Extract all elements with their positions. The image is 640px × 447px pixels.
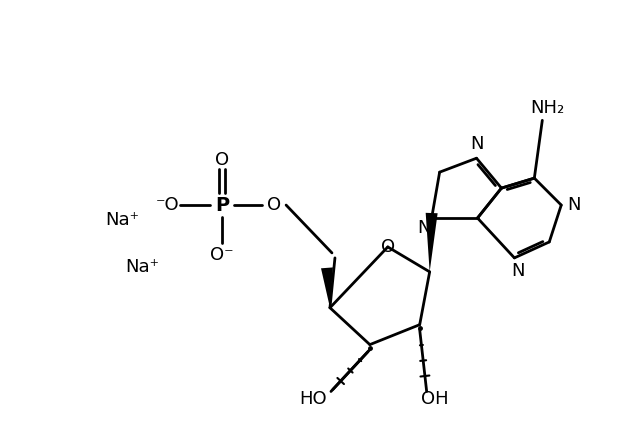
Text: N: N <box>511 262 525 280</box>
Polygon shape <box>426 213 438 272</box>
Text: OH: OH <box>421 390 449 409</box>
Text: ⁻O: ⁻O <box>156 196 179 214</box>
Polygon shape <box>321 267 333 308</box>
Text: NH₂: NH₂ <box>530 99 564 118</box>
Text: Na⁺: Na⁺ <box>125 258 159 276</box>
Text: O: O <box>215 151 229 169</box>
Text: N: N <box>568 196 581 214</box>
Text: HO: HO <box>300 390 327 409</box>
Text: O: O <box>267 196 281 214</box>
Text: P: P <box>215 195 229 215</box>
Text: N: N <box>417 219 431 237</box>
Text: O: O <box>381 238 395 256</box>
Text: O⁻: O⁻ <box>211 246 234 264</box>
Text: N: N <box>470 135 483 153</box>
Text: Na⁺: Na⁺ <box>106 211 140 229</box>
